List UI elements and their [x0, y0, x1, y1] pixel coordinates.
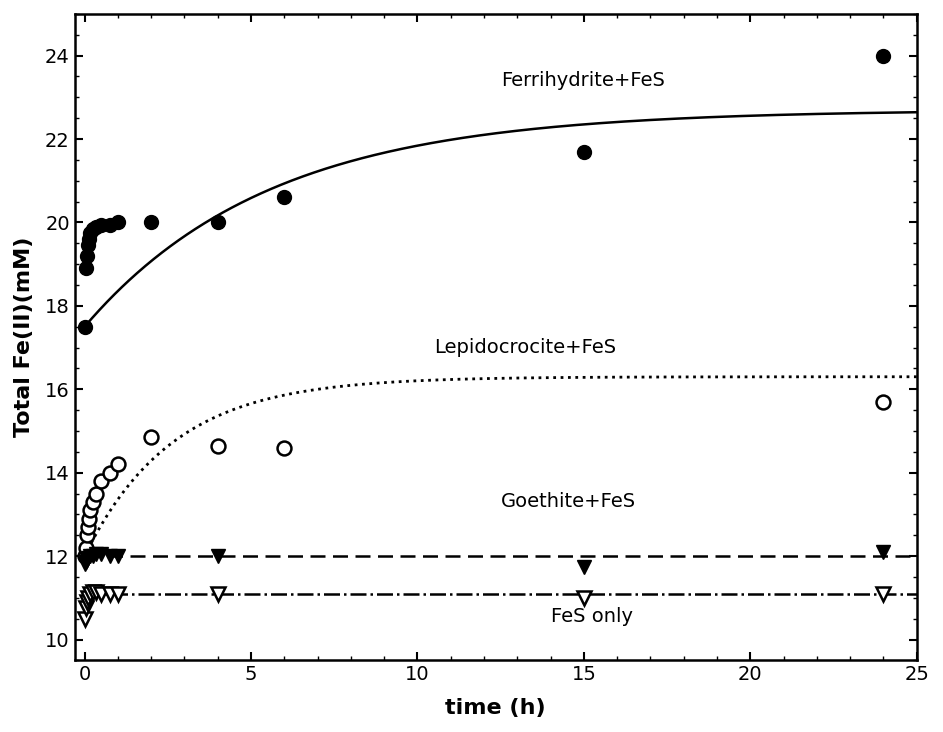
X-axis label: time (h): time (h) — [445, 698, 546, 718]
Text: FeS only: FeS only — [551, 607, 633, 626]
Text: Goethite+FeS: Goethite+FeS — [501, 493, 636, 512]
Text: Ferrihydrite+FeS: Ferrihydrite+FeS — [501, 71, 665, 90]
Text: Lepidocrocite+FeS: Lepidocrocite+FeS — [434, 338, 616, 357]
Y-axis label: Total Fe(II)(mM): Total Fe(II)(mM) — [14, 237, 34, 437]
